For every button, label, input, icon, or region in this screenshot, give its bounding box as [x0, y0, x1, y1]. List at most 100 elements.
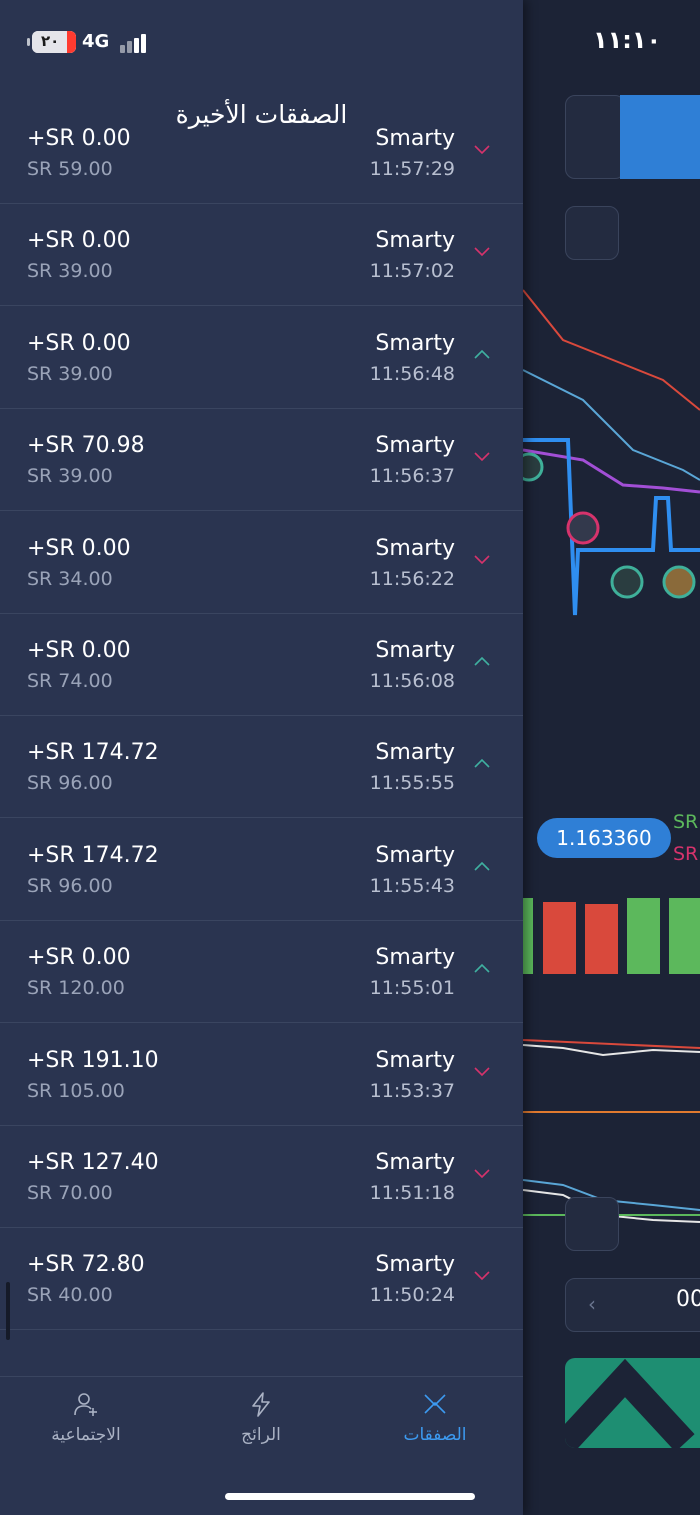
- trade-profit: +SR 0.00: [27, 330, 131, 356]
- trade-asset-name: Smarty: [375, 1252, 455, 1278]
- trade-time: 11:51:18: [369, 1182, 455, 1204]
- chevron-down-icon: [474, 555, 490, 564]
- trophy-button[interactable]: [565, 206, 619, 260]
- trade-profit: +SR 0.00: [27, 535, 131, 561]
- trade-row[interactable]: +SR 0.00 SR 120.00 Smarty 11:55:01: [0, 921, 523, 1024]
- trade-amount: SR 96.00: [27, 772, 113, 795]
- trade-row[interactable]: +SR 0.00 SR 39.00 Smarty 11:56:48: [0, 307, 523, 409]
- status-bar: ٢٠ 4G: [0, 0, 523, 90]
- trade-asset-name: Smarty: [375, 228, 455, 254]
- trade-time: 11:55:55: [369, 772, 455, 795]
- price-chart: SR SR: [523, 289, 700, 1223]
- trade-time: 11:56:08: [369, 670, 455, 692]
- chevron-down-icon: [474, 1067, 490, 1076]
- trade-time: 11:55:43: [369, 874, 455, 897]
- chevron-down-icon: [474, 1169, 490, 1179]
- trade-time: 11:50:24: [369, 1284, 455, 1307]
- lightning-icon: [252, 1392, 270, 1417]
- status-time: ١١:١٠: [593, 26, 662, 54]
- chevron-down-icon: [474, 145, 490, 155]
- trade-row[interactable]: +SR 0.00 SR 39.00 Smarty 11:57:02: [0, 204, 523, 307]
- tab-trending[interactable]: الرائج: [191, 1377, 331, 1457]
- trade-profit: +SR 0.00: [27, 126, 131, 151]
- trade-profit: +SR 0.00: [27, 228, 131, 254]
- tab-social[interactable]: الاجتماعية: [16, 1377, 156, 1457]
- trade-profit: +SR 174.72: [27, 740, 159, 766]
- mode-tab-button[interactable]: [620, 95, 700, 179]
- trade-asset-name: Smarty: [375, 1047, 455, 1073]
- trade-time: 11:56:48: [369, 362, 455, 385]
- amount-input[interactable]: ‹ 00: [565, 1278, 700, 1332]
- trade-profit: +SR 191.10: [27, 1047, 159, 1073]
- home-indicator[interactable]: [225, 1493, 475, 1500]
- trade-amount: SR 40.00: [27, 1284, 113, 1307]
- trade-asset-name: Smarty: [375, 126, 455, 151]
- scroll-indicator: [6, 1282, 10, 1340]
- trade-time: 11:56:22: [369, 567, 455, 590]
- chevron-down-icon: [474, 1271, 490, 1281]
- trade-profit: +SR 0.00: [27, 638, 131, 663]
- chevron-left-icon: ‹: [588, 1292, 596, 1316]
- battery-level: ٢٠: [41, 32, 60, 50]
- trade-amount: SR 105.00: [27, 1079, 125, 1102]
- buy-button[interactable]: [565, 1358, 700, 1448]
- trade-asset-name: Smarty: [375, 1150, 455, 1175]
- trade-amount: SR 74.00: [27, 670, 113, 692]
- trade-asset-name: Smarty: [375, 330, 455, 356]
- amount-value: 00: [676, 1287, 700, 1312]
- battery-icon: ٢٠: [32, 31, 76, 53]
- svg-text:SR: SR: [673, 811, 698, 833]
- chevron-up-icon: [474, 964, 490, 973]
- trade-row[interactable]: +SR 174.72 SR 96.00 Smarty 11:55:55: [0, 716, 523, 819]
- bottom-tab-bar: الاجتماعية الرائج الصفقات: [0, 1376, 523, 1515]
- trades-list[interactable]: +SR 0.00 SR 59.00 Smarty 11:57:29 +SR 0.00 SR…: [0, 126, 523, 1376]
- trade-amount: SR 70.00: [27, 1182, 113, 1204]
- trade-amount: SR 96.00: [27, 874, 113, 897]
- tab-label: الصفقات: [403, 1425, 467, 1445]
- trade-profit: +SR 72.80: [27, 1252, 145, 1278]
- trade-row[interactable]: +SR 72.80 SR 40.00 Smarty 11:50:24: [0, 1228, 523, 1331]
- trade-time: 11:57:29: [369, 158, 455, 180]
- trade-amount: SR 39.00: [27, 465, 113, 488]
- trade-row[interactable]: +SR 127.40 SR 70.00 Smarty 11:51:18: [0, 1126, 523, 1228]
- network-label: 4G: [82, 31, 110, 52]
- trade-profit: +SR 174.72: [27, 842, 159, 868]
- signal-icon: [120, 33, 150, 53]
- trade-row[interactable]: +SR 70.98 SR 39.00 Smarty 11:56:37: [0, 409, 523, 512]
- trade-amount: SR 39.00: [27, 260, 113, 283]
- chevron-down-icon: [474, 247, 490, 257]
- trades-icon: [424, 1394, 446, 1414]
- trade-row[interactable]: +SR 0.00 SR 34.00 Smarty 11:56:22: [0, 512, 523, 614]
- trade-asset-name: Smarty: [375, 638, 455, 663]
- background-trading-app: SR SR ١١:١٠ 1.163360 ‹ 00: [523, 0, 700, 1515]
- chevron-up-icon: [474, 759, 490, 768]
- trade-amount: SR 34.00: [27, 567, 113, 590]
- trade-asset-name: Smarty: [375, 740, 455, 766]
- trade-time: 11:53:37: [369, 1079, 455, 1102]
- trade-profit: +SR 70.98: [27, 433, 145, 459]
- trade-row[interactable]: +SR 191.10 SR 105.00 Smarty 11:53:37: [0, 1024, 523, 1126]
- indicator-button[interactable]: [565, 1197, 619, 1251]
- trade-profit: +SR 127.40: [27, 1150, 159, 1175]
- chevron-down-icon: [474, 452, 490, 462]
- svg-text:SR: SR: [673, 843, 698, 865]
- trade-time: 11:57:02: [369, 260, 455, 283]
- current-price-label: 1.163360: [537, 818, 671, 858]
- trade-row[interactable]: +SR 174.72 SR 96.00 Smarty 11:55:43: [0, 819, 523, 921]
- trade-time: 11:56:37: [369, 465, 455, 488]
- recent-trades-drawer: ٢٠ 4G الصفقات الأخيرة +SR 0.00 SR 59.00 Sm…: [0, 0, 523, 1515]
- trade-asset-name: Smarty: [375, 535, 455, 561]
- trade-row[interactable]: +SR 0.00 SR 74.00 Smarty 11:56:08: [0, 614, 523, 716]
- trade-profit: +SR 0.00: [27, 945, 131, 971]
- tab-trades[interactable]: الصفقات: [365, 1377, 505, 1457]
- add-user-icon: [74, 1393, 97, 1416]
- drawer-title: الصفقات الأخيرة: [175, 100, 348, 129]
- tab-label: الرائج: [241, 1425, 281, 1445]
- trade-asset-name: Smarty: [375, 945, 455, 971]
- trade-row[interactable]: +SR 0.00 SR 59.00 Smarty 11:57:29: [0, 126, 523, 204]
- trade-asset-name: Smarty: [375, 433, 455, 459]
- trade-time: 11:55:01: [369, 977, 455, 1000]
- chart-menu-button[interactable]: [565, 95, 625, 179]
- trade-asset-name: Smarty: [375, 842, 455, 868]
